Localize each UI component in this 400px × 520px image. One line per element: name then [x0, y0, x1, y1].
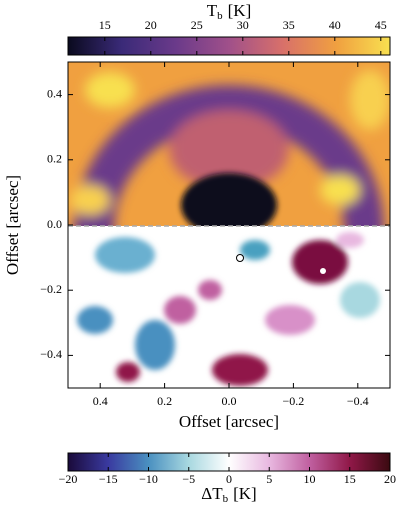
colorbar-tick-label: 20: [384, 472, 396, 486]
x-axis-label: Offset [arcsec]: [179, 412, 279, 431]
label-main: ΔT: [201, 484, 223, 503]
colorbar-tick-label: 15: [344, 472, 356, 486]
y-tick-label: 0.4: [47, 86, 62, 100]
colorbar-tick-label: −15: [99, 472, 118, 486]
colorbar-tick-label: 35: [283, 18, 295, 32]
colorbar-tick-label: −5: [182, 472, 195, 486]
colorbar-tick-label: 0: [226, 472, 232, 486]
label-unit: [K]: [228, 1, 252, 20]
x-tick-label: 0.2: [157, 394, 172, 408]
y-tick-label: 0.2: [47, 152, 62, 166]
colorbar-tick-label: 5: [266, 472, 272, 486]
colorbar-label: ΔTb [K]: [201, 484, 256, 505]
y-tick-label: −0.2: [40, 282, 62, 296]
colorbar-label: Tb [K]: [207, 1, 252, 22]
y-axis-label: Offset [arcsec]: [3, 175, 22, 275]
x-tick-label: −0.2: [283, 394, 305, 408]
y-tick-label: −0.4: [40, 347, 62, 361]
label-sub: b: [223, 493, 229, 505]
colorbar-tick-label: 45: [375, 18, 387, 32]
x-tick-label: −0.4: [347, 394, 369, 408]
x-tick-label: 0.4: [93, 394, 108, 408]
map-image: [68, 62, 390, 388]
colorbar-tick-label: 20: [145, 18, 157, 32]
label-sub: b: [217, 10, 223, 22]
label-main: T: [207, 1, 218, 20]
colorbar-tick-label: 10: [304, 472, 316, 486]
x-tick-label: 0.0: [222, 394, 237, 408]
colorbar: [67, 36, 391, 56]
colorbar-tick-label: −10: [139, 472, 158, 486]
colorbar-tick-label: −20: [59, 472, 78, 486]
colorbar-tick-label: 40: [329, 18, 341, 32]
colorbar-tick-label: 15: [99, 18, 111, 32]
colorbar-tick-label: 25: [191, 18, 203, 32]
colorbar-tick-label: 30: [237, 18, 249, 32]
y-tick-label: 0.0: [47, 217, 62, 231]
label-unit: [K]: [233, 484, 257, 503]
